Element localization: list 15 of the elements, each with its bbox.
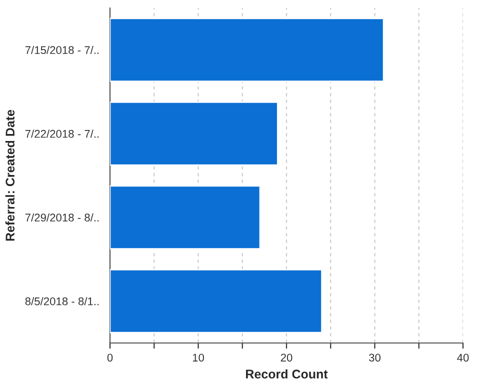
bar bbox=[110, 102, 278, 166]
y-tick-label: 7/22/2018 - 7/.. bbox=[25, 130, 99, 138]
y-tick-label: 8/5/2018 - 8/1.. bbox=[25, 297, 99, 306]
bar bbox=[110, 269, 322, 334]
x-tick-label: 0 bbox=[107, 354, 113, 362]
y-axis-title: Referral: Created Date bbox=[5, 110, 15, 241]
bar bbox=[110, 18, 384, 82]
x-axis-title: Record Count bbox=[246, 369, 328, 379]
x-tick-label: 20 bbox=[280, 354, 292, 362]
x-tick-label: 30 bbox=[368, 354, 380, 362]
y-tick-label: 7/15/2018 - 7/.. bbox=[25, 46, 99, 54]
x-tick-label: 10 bbox=[192, 354, 204, 362]
x-tick-label: 40 bbox=[457, 354, 469, 362]
bar bbox=[110, 185, 261, 250]
y-tick-label: 7/29/2018 - 8/.. bbox=[25, 213, 99, 222]
